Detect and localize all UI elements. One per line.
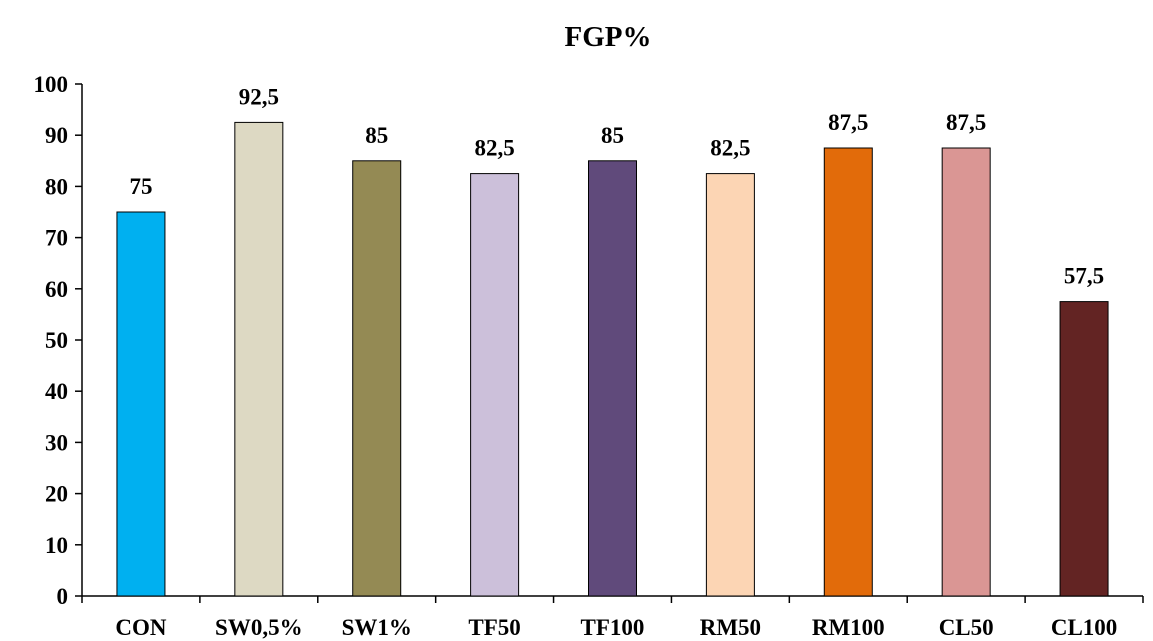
y-tick-label: 30 [45, 430, 68, 455]
bar-cl100 [1059, 301, 1109, 597]
bar-sw0-5- [234, 121, 284, 597]
bars [116, 121, 1109, 597]
data-label: 75 [129, 174, 152, 199]
data-label: 82,5 [474, 136, 514, 161]
chart-title: FGP% [565, 21, 652, 53]
y-tick-label: 10 [45, 533, 68, 558]
x-tick-label: CON [115, 615, 167, 640]
bar-con [116, 211, 166, 597]
x-tick-label: CL50 [939, 615, 994, 640]
y-tick-label: 60 [45, 277, 68, 302]
y-tick-label: 40 [45, 379, 68, 404]
data-labels: 75 92,5 85 82,5 85 82,5 87,5 87,5 57,5 [129, 84, 1104, 288]
data-label: 85 [601, 123, 624, 148]
x-tick-label: RM100 [812, 615, 885, 640]
bar-tf100 [588, 160, 637, 597]
x-tick-label: RM50 [700, 615, 761, 640]
bar-rm50 [705, 173, 755, 597]
x-tick-label: TF100 [581, 615, 645, 640]
y-tick-label: 50 [45, 328, 68, 353]
bar-cl50 [941, 147, 991, 597]
y-tick-label: 90 [45, 123, 68, 148]
bar-sw1- [352, 160, 402, 597]
y-tick-label: 0 [57, 584, 69, 609]
x-axis: CON SW0,5% SW1% TF50 TF100 RM50 RM100 CL50 CL100 [81, 595, 1144, 640]
data-label: 85 [365, 123, 388, 148]
y-tick-label: 80 [45, 174, 68, 199]
data-label: 82,5 [710, 136, 750, 161]
data-label: 57,5 [1064, 264, 1104, 289]
data-label: 92,5 [239, 84, 279, 109]
data-label: 87,5 [946, 110, 986, 135]
x-tick-label: SW1% [342, 615, 412, 640]
y-tick-label: 20 [45, 482, 68, 507]
y-tick-label: 100 [34, 72, 69, 97]
bar-tf50 [470, 173, 520, 597]
y-axis: 0 10 20 30 40 50 60 70 80 90 100 [34, 72, 83, 609]
x-tick-label: CL100 [1051, 615, 1117, 640]
x-tick-label: SW0,5% [215, 615, 303, 640]
bar-rm100 [823, 147, 873, 597]
data-label: 87,5 [828, 110, 868, 135]
y-tick-label: 70 [45, 226, 68, 251]
x-tick-label: TF50 [468, 615, 520, 640]
